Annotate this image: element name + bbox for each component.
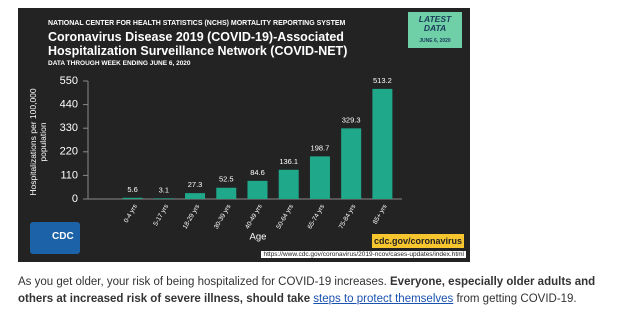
bar xyxy=(122,197,143,199)
y-tick-label: 220 xyxy=(60,146,78,158)
x-tick-label: 18-29 yrs xyxy=(182,203,202,231)
bar xyxy=(341,128,362,199)
subtitle: DATA THROUGH WEEK ENDING JUNE 6, 2020 xyxy=(48,60,191,67)
value-label: 136.1 xyxy=(279,157,298,166)
bar xyxy=(247,180,268,199)
badge-text: LATEST DATA xyxy=(418,14,452,33)
value-label: 329.3 xyxy=(342,115,361,124)
caption-link[interactable]: steps to protect themselves xyxy=(313,293,454,305)
chart-title: Coronavirus Disease 2019 (COVID-19)-Asso… xyxy=(48,30,348,58)
y-axis-label: Hospitalizations per 100,000 population xyxy=(28,88,48,196)
value-label: 198.7 xyxy=(311,143,330,152)
x-tick-label: 85+ yrs xyxy=(372,203,389,226)
y-tick-label: 330 xyxy=(60,122,78,134)
x-tick-label: 40-49 yrs xyxy=(244,203,264,231)
value-label: 513.2 xyxy=(373,76,392,85)
y-tick-label: 550 xyxy=(60,75,78,87)
site-link[interactable]: cdc.gov/coronavirus xyxy=(372,234,464,248)
caption: As you get older, your risk of being hos… xyxy=(18,274,618,308)
logo-text: CDC xyxy=(52,231,74,242)
bar xyxy=(278,169,299,199)
y-tick-label: 110 xyxy=(60,169,78,181)
value-label: 84.6 xyxy=(250,168,265,177)
y-tick-label: 0 xyxy=(72,193,78,205)
source-url: https://www.cdc.gov/coronavirus/2019-nco… xyxy=(261,251,466,258)
bar xyxy=(185,193,206,199)
y-tick-label: 440 xyxy=(60,99,78,111)
bar xyxy=(153,198,174,199)
bar xyxy=(309,156,330,199)
x-axis-label: Age xyxy=(250,232,267,243)
badge: LATEST DATA JUNE 6, 2020 xyxy=(408,12,462,48)
value-label: 52.5 xyxy=(219,175,234,184)
x-tick-label: 0-4 yrs xyxy=(123,203,139,224)
cdc-logo: CDC xyxy=(30,222,80,254)
x-tick-label: 50-64 yrs xyxy=(275,203,295,231)
value-label: 3.1 xyxy=(159,185,169,194)
value-label: 27.3 xyxy=(188,180,203,189)
x-tick-label: 5-17 yrs xyxy=(152,203,170,227)
caption-text: As you get older, your risk of being hos… xyxy=(18,276,391,288)
supertitle: NATIONAL CENTER FOR HEALTH STATISTICS (N… xyxy=(48,20,346,27)
x-tick-label: 75-84 yrs xyxy=(338,203,358,231)
chart: 0 110 220 330 440 550 Age 0-4 yrs 5.6 5-17 yrs 3.1… xyxy=(60,75,402,243)
badge-date: JUNE 6, 2020 xyxy=(419,38,451,44)
bar xyxy=(216,187,237,199)
caption-bold: Everyone, especially older adults and ot… xyxy=(18,276,596,305)
value-label: 5.6 xyxy=(127,185,137,194)
x-tick-label: 65-74 yrs xyxy=(307,203,327,231)
caption-end: from getting COVID-19. xyxy=(453,293,577,305)
infographic: 0 110 220 330 440 550 Age 0-4 yrs 5.6 5-17 yrs 3.1… xyxy=(18,8,470,262)
x-tick-label: 30-39 yrs xyxy=(213,203,233,231)
bar xyxy=(372,88,393,199)
